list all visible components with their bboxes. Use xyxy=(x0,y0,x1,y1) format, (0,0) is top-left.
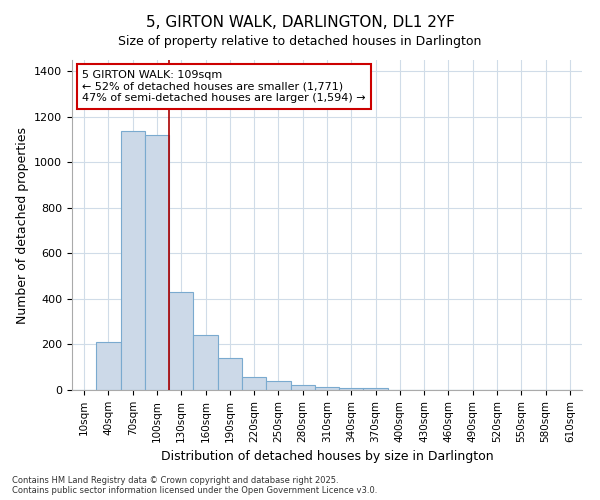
Bar xyxy=(169,292,193,390)
Bar xyxy=(339,388,364,390)
Text: Contains HM Land Registry data © Crown copyright and database right 2025.
Contai: Contains HM Land Registry data © Crown c… xyxy=(12,476,377,495)
Text: 5, GIRTON WALK, DARLINGTON, DL1 2YF: 5, GIRTON WALK, DARLINGTON, DL1 2YF xyxy=(146,15,454,30)
Bar xyxy=(121,130,145,390)
Bar xyxy=(364,388,388,390)
Bar xyxy=(242,378,266,390)
Bar xyxy=(315,386,339,390)
Bar xyxy=(193,336,218,390)
Y-axis label: Number of detached properties: Number of detached properties xyxy=(16,126,29,324)
Bar xyxy=(290,386,315,390)
Bar xyxy=(145,135,169,390)
Bar xyxy=(218,358,242,390)
Text: 5 GIRTON WALK: 109sqm
← 52% of detached houses are smaller (1,771)
47% of semi-d: 5 GIRTON WALK: 109sqm ← 52% of detached … xyxy=(82,70,366,103)
Text: Size of property relative to detached houses in Darlington: Size of property relative to detached ho… xyxy=(118,35,482,48)
Bar xyxy=(96,342,121,390)
Bar xyxy=(266,381,290,390)
X-axis label: Distribution of detached houses by size in Darlington: Distribution of detached houses by size … xyxy=(161,450,493,463)
